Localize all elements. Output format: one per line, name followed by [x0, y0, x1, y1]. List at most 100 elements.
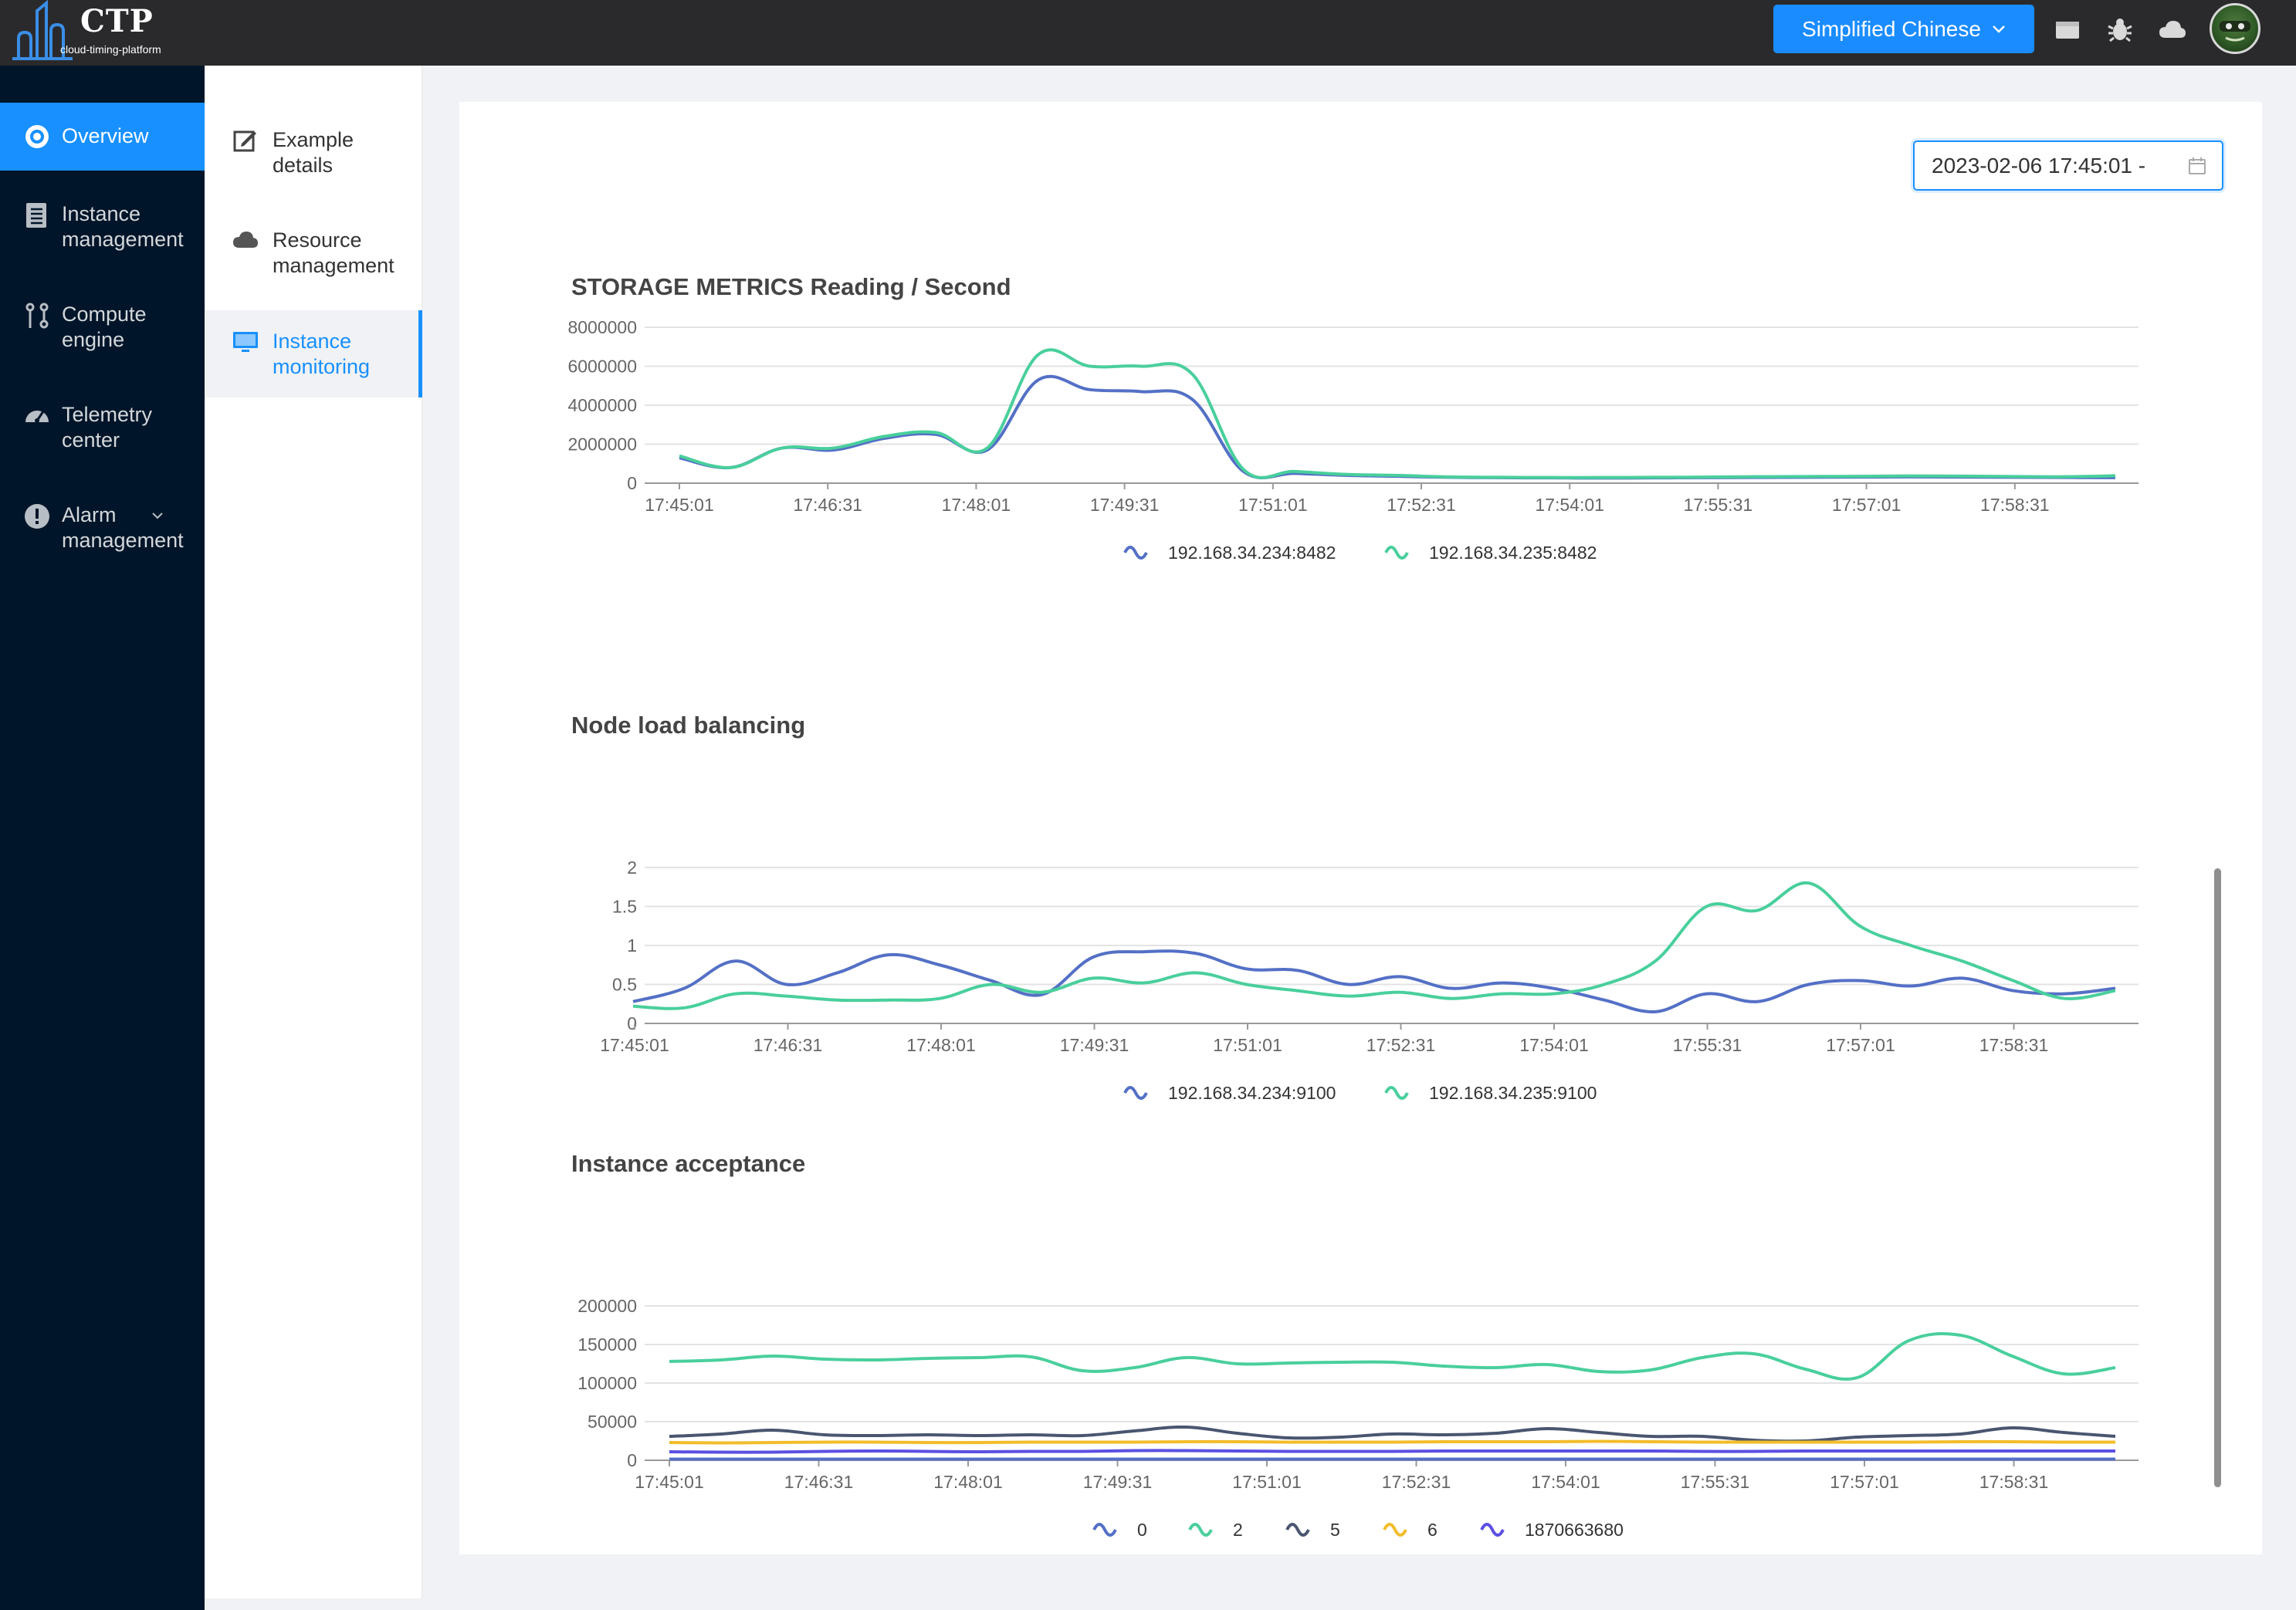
cloud-icon[interactable]: [2159, 15, 2186, 43]
x-tick-label: 17:49:31: [1090, 495, 1160, 515]
y-tick-label: 150000: [577, 1334, 637, 1355]
legend-item[interactable]: 192.168.34.235:9100: [1384, 1083, 1597, 1103]
main-sidebar: Overview Instance management Compute eng…: [0, 66, 205, 1610]
x-tick-label: 17:54:01: [1531, 1472, 1600, 1492]
chevron-down-icon: [1993, 25, 2005, 33]
x-tick-label: 17:46:31: [793, 495, 862, 515]
logo-subtitle: cloud-timing-platform: [60, 43, 161, 56]
edit-icon: [233, 130, 256, 152]
y-tick-label: 0.5: [612, 975, 637, 995]
monitoring-panel: 2023-02-06 17:45:01 - STORAGE METRICS Re…: [459, 102, 2262, 1554]
series-line[interactable]: [669, 1332, 2116, 1381]
legend-label: 192.168.34.235:8482: [1429, 543, 1597, 563]
submenu-item-instance-monitoring[interactable]: Instance monitoring: [205, 310, 422, 397]
date-range-picker[interactable]: 2023-02-06 17:45:01 -: [1913, 140, 2223, 191]
content-scrollbar[interactable]: [2214, 868, 2221, 1487]
language-select-button[interactable]: Simplified Chinese: [1773, 5, 2034, 53]
user-avatar[interactable]: [2210, 3, 2260, 54]
legend-item[interactable]: 0: [1092, 1520, 1147, 1540]
submenu-item-label: Resource management: [273, 228, 395, 277]
legend-item[interactable]: 6: [1383, 1520, 1438, 1540]
legend-item[interactable]: 1870663680: [1480, 1520, 1624, 1540]
x-tick-label: 17:57:01: [1832, 495, 1901, 515]
submenu-item-example-details[interactable]: Example details: [205, 127, 422, 181]
y-tick-label: 0: [627, 473, 637, 493]
legend-item[interactable]: 192.168.34.234:9100: [1123, 1083, 1336, 1103]
legend-label: 5: [1330, 1520, 1340, 1540]
legend-item[interactable]: 2: [1188, 1520, 1243, 1540]
x-tick-label: 17:54:01: [1535, 495, 1604, 515]
x-tick-label: 17:51:01: [1232, 1472, 1302, 1492]
y-tick-label: 4000000: [567, 395, 637, 415]
series-line[interactable]: [669, 1449, 2115, 1454]
series-line[interactable]: [632, 881, 2116, 1010]
window-icon[interactable]: [2054, 15, 2081, 43]
x-tick-label: 17:51:01: [1213, 1035, 1282, 1055]
x-tick-label: 17:52:31: [1387, 495, 1456, 515]
chart-title-storage-metrics: STORAGE METRICS Reading / Second: [571, 273, 1011, 300]
y-tick-label: 0: [627, 1013, 637, 1033]
x-tick-label: 17:58:31: [1979, 1035, 2049, 1055]
series-line[interactable]: [632, 949, 2116, 1013]
x-tick-label: 17:52:31: [1366, 1035, 1436, 1055]
y-tick-label: 2000000: [567, 435, 637, 455]
y-tick-label: 6000000: [567, 357, 637, 377]
storage-metrics-chart: 8000000 6000000 4000000 2000000 0 17:45:01 17:…: [567, 317, 2139, 563]
y-tick-label: 50000: [588, 1412, 637, 1432]
legend-swatch-icon: [1188, 1523, 1213, 1537]
legend-label: 192.168.34.234:8482: [1168, 543, 1336, 563]
series-line[interactable]: [669, 1439, 2116, 1445]
date-range-start: 2023-02-06 17:45:01 -: [1932, 153, 2146, 178]
series-line[interactable]: [679, 374, 2116, 480]
x-tick-label: 17:48:01: [906, 1035, 976, 1055]
legend-swatch-icon: [1285, 1523, 1310, 1537]
sidebar-item-instance-management[interactable]: Instance management: [0, 201, 205, 255]
sidebar-item-label: Overview: [62, 124, 149, 147]
legend-label: 192.168.34.235:9100: [1429, 1083, 1597, 1103]
cloud-icon: [233, 232, 258, 248]
top-bar: CTP cloud-timing-platform Simplified Chi…: [0, 0, 2296, 66]
sidebar-item-telemetry-center[interactable]: Telemetry center: [0, 402, 205, 456]
series-line[interactable]: [669, 1425, 2116, 1443]
legend-label: 2: [1233, 1520, 1243, 1540]
y-tick-label: 2: [627, 857, 637, 878]
sidebar-item-label: Instance management: [62, 202, 184, 251]
bug-icon[interactable]: [2106, 15, 2134, 43]
submenu-item-label: Example details: [273, 128, 354, 177]
logo-title: CTP: [80, 3, 154, 39]
legend-swatch-icon: [1480, 1523, 1505, 1537]
calendar-icon: [2189, 157, 2206, 174]
sidebar-item-alarm-management[interactable]: Alarm management: [0, 502, 205, 556]
x-tick-label: 17:55:31: [1684, 495, 1753, 515]
series-line[interactable]: [679, 348, 2116, 479]
x-tick-label: 17:55:31: [1681, 1472, 1750, 1492]
logo[interactable]: CTP cloud-timing-platform: [11, 0, 196, 66]
list-icon: [26, 203, 46, 228]
y-tick-label: 1: [627, 935, 637, 956]
legend-item[interactable]: 192.168.34.234:8482: [1123, 543, 1336, 563]
x-tick-label: 17:58:31: [1979, 1472, 2049, 1492]
logo-buildings-icon: [12, 0, 73, 60]
submenu-item-resource-management[interactable]: Resource management: [205, 228, 422, 282]
x-tick-label: 17:45:01: [600, 1035, 669, 1055]
legend-swatch-icon: [1123, 1086, 1148, 1100]
monitor-icon: [233, 332, 258, 352]
legend-item[interactable]: 192.168.34.235:8482: [1384, 543, 1597, 563]
sidebar-item-compute-engine[interactable]: Compute engine: [0, 302, 205, 356]
y-tick-label: 200000: [577, 1296, 637, 1316]
x-tick-label: 17:45:01: [645, 495, 714, 515]
chart-title-node-load-balancing: Node load balancing: [571, 712, 806, 739]
sidebar-item-overview[interactable]: Overview: [0, 103, 205, 171]
legend-label: 6: [1427, 1520, 1438, 1540]
legend-swatch-icon: [1384, 546, 1409, 560]
x-tick-label: 17:57:01: [1826, 1035, 1895, 1055]
branch-icon: [25, 303, 49, 329]
legend-item[interactable]: 5: [1285, 1520, 1340, 1540]
x-tick-label: 17:54:01: [1519, 1035, 1589, 1055]
x-tick-label: 17:45:01: [635, 1472, 704, 1492]
legend-swatch-icon: [1092, 1523, 1117, 1537]
x-tick-label: 17:58:31: [1980, 495, 2050, 515]
secondary-menu: Example details Resource management Inst…: [205, 66, 422, 1598]
legend-label: 192.168.34.234:9100: [1168, 1083, 1336, 1103]
avatar-face-icon: [2220, 21, 2250, 42]
